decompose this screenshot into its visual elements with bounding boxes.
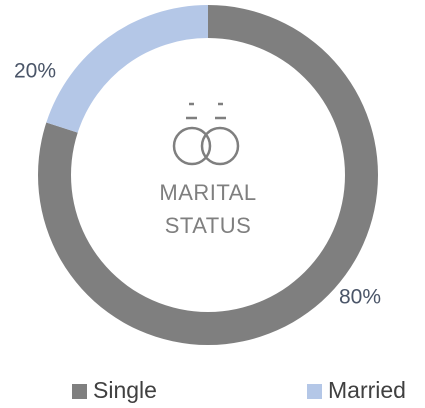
legend-label: Single xyxy=(93,377,157,403)
center-label: STATUS xyxy=(165,213,252,238)
donut-segment xyxy=(46,5,209,133)
rings-icon xyxy=(172,102,240,166)
legend-swatch xyxy=(307,384,322,399)
legend-label: Married xyxy=(328,377,406,403)
data-label: 80% xyxy=(339,286,381,309)
data-label: 20% xyxy=(14,60,56,83)
center-label: MARITAL xyxy=(159,180,256,205)
legend-swatch xyxy=(72,384,87,399)
